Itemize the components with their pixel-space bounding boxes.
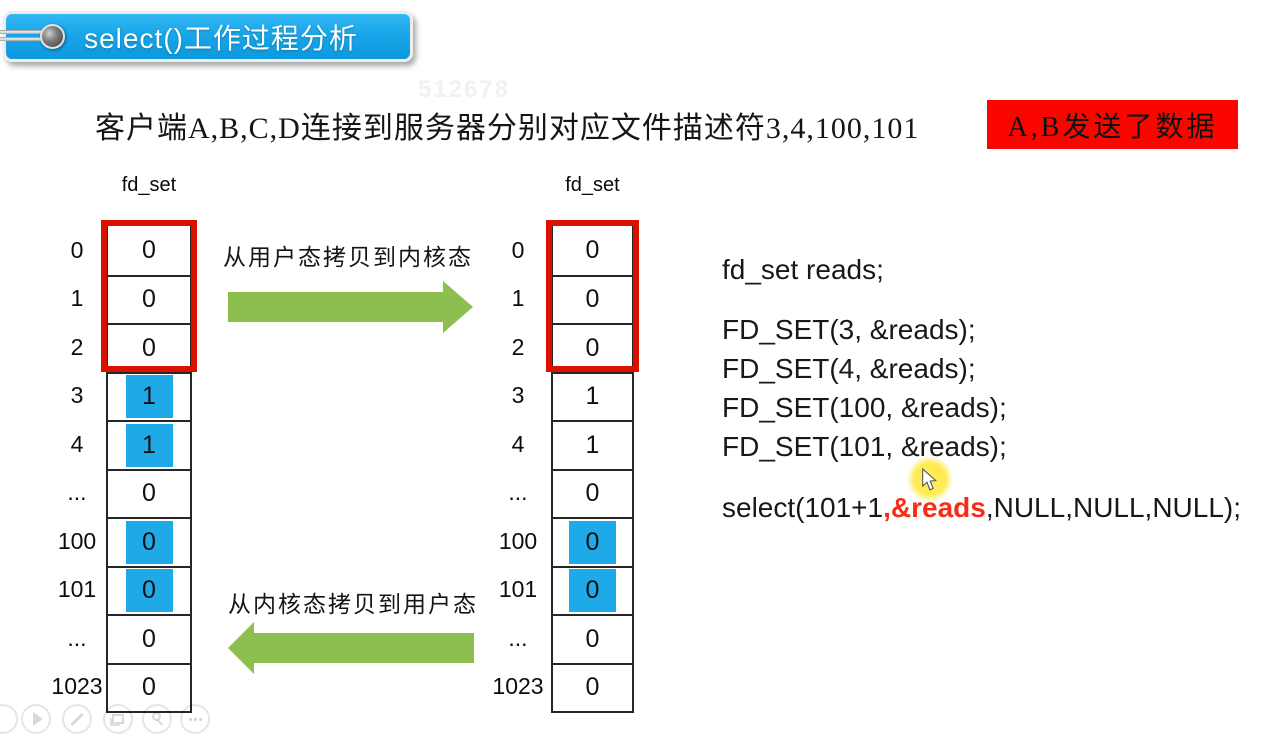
highlighted-bit: 0 [125, 569, 173, 613]
fd-index-label: 4 [70, 430, 84, 457]
fd-bit-cell: 0 [553, 517, 632, 566]
copy-to-kernel-label: 从用户态拷贝到内核态 [223, 245, 473, 270]
fd-index-column-right: 0 1 2 3 4... 100 101... 1023 [488, 226, 548, 711]
fd-bit-cell: 0 [108, 323, 190, 372]
fd-index-label: 2 [70, 333, 84, 360]
fd-bit-cell: 0 [108, 468, 190, 518]
code-line-fdset: FD_SET(3, &reads); [722, 314, 976, 345]
highlighted-bit: 0 [569, 520, 616, 564]
mouse-cursor-icon [922, 468, 937, 491]
code-line-fdset: FD_SET(100, &reads); [722, 392, 1007, 423]
pin-head-icon [40, 24, 65, 49]
fd-bit-cell: 0 [108, 517, 190, 566]
arrow-left-icon [228, 622, 474, 674]
fd-index-label: 100 [498, 527, 538, 554]
fd-index-label: 3 [70, 382, 84, 409]
pin-needle-icon [0, 30, 48, 34]
fd-index-label: 1 [511, 285, 525, 312]
reserved-fds-frame-left [101, 220, 197, 372]
fd-index-label: ... [508, 624, 528, 651]
arrow-right-icon [228, 281, 473, 333]
code-line-select: select(101+1,&reads,NULL,NULL,NULL); [722, 488, 1241, 527]
fd-bit-cell: 1 [553, 371, 632, 421]
highlighted-bit: 1 [125, 423, 173, 467]
fd-index-label: 1023 [51, 673, 103, 700]
fd-index-label: 3 [511, 382, 525, 409]
code-line-declaration: fd_set reads; [722, 254, 884, 285]
fd-bit-cell: 0 [553, 565, 632, 615]
fd-index-label: ... [67, 479, 87, 506]
fd-bit-cell: 0 [108, 662, 190, 712]
arrow-head [228, 622, 254, 674]
fd-index-label: 1 [70, 285, 84, 312]
fd-bit-cell: 0 [553, 323, 632, 372]
fd-set-caption-left: fd_set [121, 174, 177, 196]
watermark: 512678 [418, 76, 511, 103]
arrow-shaft [254, 633, 474, 663]
reserved-fds-frame-right [546, 220, 639, 372]
code-line-fdset: FD_SET(4, &reads); [722, 353, 976, 384]
fd-index-label: 1023 [492, 673, 544, 700]
headline-text: 客户端A,B,C,D连接到服务器分别对应文件描述符3,4,100,101 [95, 112, 920, 145]
code-line-fdset: FD_SET(101, &reads); [722, 431, 1007, 462]
page-title: select()工作过程分析 [84, 22, 358, 54]
fd-bit-cell: 0 [553, 662, 632, 712]
highlighted-bit: 0 [125, 520, 173, 564]
fd-bit-cell: 1 [108, 371, 190, 421]
fd-bit-cell: 0 [553, 468, 632, 518]
select-post: ,NULL,NULL,NULL); [985, 492, 1242, 523]
arrow-head [443, 281, 473, 333]
fd-index-column-left: 0 1 2 3 4... 100 101... 1023 [47, 226, 107, 711]
fd-index-label: 4 [511, 430, 525, 457]
fd-index-label: 0 [70, 236, 84, 263]
player-control-pencil-icon[interactable] [62, 704, 92, 734]
player-control-screenshot-icon[interactable] [103, 704, 133, 734]
player-control-play-icon[interactable] [21, 704, 51, 734]
fd-index-label: 2 [511, 333, 525, 360]
fd-index-label: ... [508, 479, 528, 506]
fd-index-label: 101 [498, 576, 538, 603]
fd-bit-cell: 0 [142, 235, 156, 264]
highlighted-bit: 1 [125, 375, 173, 419]
title-banner: select()工作过程分析 [3, 11, 413, 62]
fd-set-caption-right: fd_set [565, 174, 620, 196]
fd-bit-cell: 0 [553, 614, 632, 663]
select-pre: select(101+1 [722, 492, 884, 523]
fd-bit-cell: 1 [108, 420, 190, 469]
fd-bit-cell: 0 [108, 614, 190, 663]
fd-bit-cell: 1 [553, 420, 632, 469]
fd-index-label: ... [67, 624, 87, 651]
player-control-hidden-icon[interactable] [0, 704, 18, 734]
pin-needle-icon [0, 37, 48, 41]
player-control-magnifier-icon[interactable] [142, 704, 172, 734]
fd-bit-cell: 0 [553, 274, 632, 324]
alert-badge: A,B发送了数据 [987, 100, 1238, 149]
fd-bit-cell: 0 [585, 235, 600, 264]
fd-bit-cell: 0 [108, 274, 190, 324]
arrow-shaft [228, 292, 443, 322]
fd-index-label: 101 [57, 576, 97, 603]
fd-index-label: 0 [511, 236, 525, 263]
fd-index-label: 100 [57, 527, 97, 554]
fd-bit-cell: 0 [108, 565, 190, 615]
highlighted-bit: 0 [569, 569, 616, 613]
player-control-more-icon[interactable] [180, 704, 210, 734]
copy-to-user-label: 从内核态拷贝到用户态 [228, 592, 478, 617]
code-block: fd_set reads; FD_SET(3, &reads); FD_SET(… [722, 250, 1241, 527]
